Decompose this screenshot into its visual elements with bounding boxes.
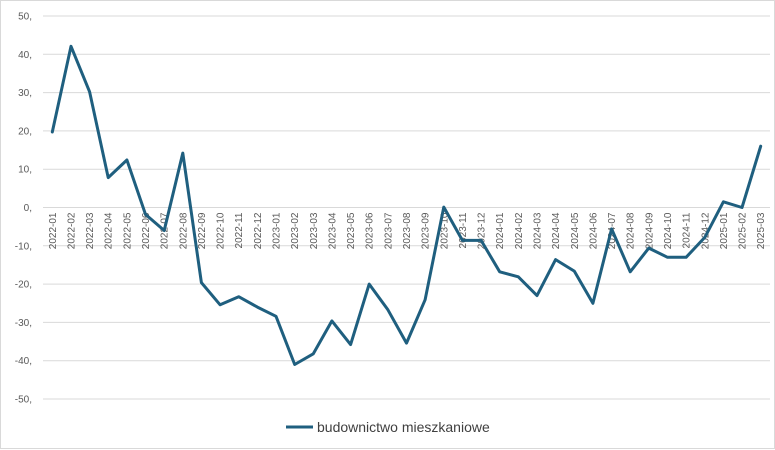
x-axis-ticks: 2022-01 2022-02 2022-03 2022-04 2022-05 2022-… [48, 212, 767, 249]
x-tick-label: 2022-03 [85, 212, 96, 249]
x-tick-label: 2023-03 [309, 212, 320, 249]
x-tick-label: 2024-02 [514, 212, 525, 249]
y-tick-label: 20, [18, 126, 32, 137]
x-tick-label: 2022-06 [141, 212, 152, 249]
x-tick-label: 2024-08 [626, 212, 637, 249]
y-tick-label: 30, [18, 88, 32, 99]
x-tick-label: 2023-04 [327, 212, 338, 249]
x-tick-label: 2025-01 [719, 212, 730, 249]
y-tick-label: -20, [15, 280, 32, 291]
x-tick-label: 2022-04 [104, 212, 115, 249]
x-tick-label: 2024-05 [570, 212, 581, 249]
x-tick-label: 2023-05 [346, 212, 357, 249]
x-tick-label: 2024-06 [588, 212, 599, 249]
y-tick-label: 0, [24, 203, 32, 214]
x-tick-label: 2023-08 [402, 212, 413, 249]
y-tick-label: -10, [15, 241, 32, 252]
x-tick-label: 2022-10 [216, 212, 227, 249]
x-tick-label: 2024-04 [551, 212, 562, 249]
x-tick-label: 2024-03 [532, 212, 543, 249]
x-tick-label: 2024-11 [682, 212, 693, 248]
x-tick-label: 2022-08 [178, 212, 189, 249]
x-tick-label: 2024-09 [644, 212, 655, 249]
x-tick-label: 2023-07 [383, 212, 394, 249]
x-tick-label: 2022-12 [253, 212, 264, 249]
x-tick-label: 2024-12 [700, 212, 711, 249]
y-tick-label: -40, [15, 356, 32, 367]
x-tick-label: 2023-01 [272, 212, 283, 249]
x-tick-label: 2022-09 [197, 212, 208, 249]
x-tick-label: 2022-01 [48, 212, 59, 249]
x-tick-label: 2023-10 [439, 212, 450, 249]
x-tick-label: 2025-03 [756, 212, 767, 249]
y-tick-label: -50, [15, 395, 32, 406]
legend: budownictwo mieszkaniowe [286, 419, 490, 435]
series-line-budownictwo-mieszkaniowe [50, 44, 763, 366]
x-tick-label: 2022-11 [234, 212, 245, 248]
y-tick-label: 50, [18, 12, 32, 23]
y-tick-label: 40, [18, 50, 32, 61]
x-tick-label: 2025-02 [738, 212, 749, 249]
x-tick-label: 2024-10 [663, 212, 674, 249]
x-tick-label: 2024-01 [495, 212, 506, 249]
gridlines [43, 15, 770, 400]
y-tick-label: 10, [18, 165, 32, 176]
x-tick-label: 2023-06 [365, 212, 376, 249]
x-tick-label: 2022-02 [66, 212, 77, 249]
legend-label: budownictwo mieszkaniowe [317, 419, 490, 435]
y-tick-label: -30, [15, 318, 32, 329]
y-axis-ticks: 50, 40, 30, 20, 10, 0, -10, -20, -30, -40, -50, [15, 12, 32, 406]
x-tick-label: 2022-05 [122, 212, 133, 249]
x-tick-label: 2023-12 [477, 212, 488, 249]
x-tick-label: 2023-11 [458, 212, 469, 248]
x-tick-label: 2023-02 [290, 212, 301, 249]
x-tick-label: 2023-09 [421, 212, 432, 249]
